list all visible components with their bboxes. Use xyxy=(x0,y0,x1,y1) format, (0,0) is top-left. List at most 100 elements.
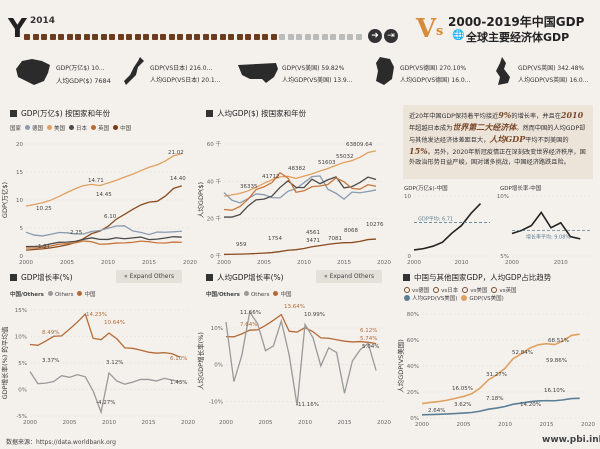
slider-step[interactable] xyxy=(219,34,226,40)
year-slider[interactable] xyxy=(24,32,364,42)
avg-label: 增长率平均: 9.08% xyxy=(526,234,570,241)
legend-item[interactable]: Others xyxy=(240,291,269,298)
slider-step[interactable] xyxy=(279,34,285,40)
country-card-china[interactable]: GDP(万亿$) 10... 人均GDP($) 7684 xyxy=(12,55,122,89)
series-line-2 xyxy=(223,176,377,218)
data-label: 11.66% xyxy=(240,310,261,316)
slider-step[interactable] xyxy=(143,34,149,40)
ratio-legend-item[interactable]: GDP(VS美国) xyxy=(457,295,504,302)
ratio-legend-item[interactable]: vs美国 xyxy=(458,287,487,294)
slider-step[interactable] xyxy=(194,34,200,40)
slider-step[interactable] xyxy=(109,34,115,40)
slider-step[interactable] xyxy=(168,34,175,40)
data-label: 1754 xyxy=(268,236,282,242)
slider-step[interactable] xyxy=(41,34,47,40)
legend-item[interactable]: 日本 xyxy=(65,125,87,132)
country-card-japan[interactable]: GDP(VS日本) 216.0... 人均GDP(VS日本) 20.1... xyxy=(122,55,232,89)
data-label: 7.18% xyxy=(486,396,503,402)
slider-step[interactable] xyxy=(287,34,294,40)
ratio-legend-item[interactable]: vs英国 xyxy=(487,287,517,294)
slider-step[interactable] xyxy=(236,34,243,40)
y-tick-label: 0 千 xyxy=(210,252,221,260)
x-tick-label: 2000 xyxy=(415,422,429,428)
slider-step[interactable] xyxy=(185,34,192,40)
y-tick-label: 80% xyxy=(407,312,419,318)
country-card-usa[interactable]: GDP(VS美国) 59.82% 人均GDP(VS美国) 13.9... xyxy=(236,55,366,89)
legend-item[interactable]: 中国 xyxy=(109,125,131,132)
ratio-legend-item[interactable]: 人均GPD(VS美国) xyxy=(400,295,457,302)
slider-step[interactable] xyxy=(134,34,141,40)
slider-step[interactable] xyxy=(321,34,328,40)
avg-label: GDP平均: 6.71 xyxy=(418,215,453,222)
data-label: 6.12% xyxy=(360,328,377,334)
pc-panel-title: 人均GDP($) 按国家和年份 xyxy=(206,108,306,119)
slider-step[interactable] xyxy=(126,34,132,40)
y-tick-label: 0% xyxy=(410,416,419,422)
slider-step[interactable] xyxy=(58,34,64,40)
slider-step[interactable] xyxy=(355,34,362,40)
slider-step[interactable] xyxy=(160,34,166,40)
slider-step[interactable] xyxy=(24,34,30,40)
x-tick-label: 2010 xyxy=(101,260,115,266)
play-arrows-icon[interactable]: ➜ xyxy=(368,29,382,43)
data-label: 51603 xyxy=(318,160,336,166)
y-axis-label: 人均GDP($) xyxy=(196,182,205,218)
x-tick-label: 2015 xyxy=(142,420,156,426)
data-source[interactable]: 数据来源：https://data.worldbank.org xyxy=(6,439,116,446)
series-line-1 xyxy=(29,371,181,415)
legend-item[interactable]: 中国 xyxy=(269,291,291,298)
slider-step[interactable] xyxy=(75,34,81,40)
expand-others-button-2[interactable]: « Expand Others xyxy=(316,270,383,283)
usa-map-icon xyxy=(238,63,278,83)
y-tick-label: -5% xyxy=(16,414,27,420)
series-line-2 xyxy=(25,225,182,237)
data-label: 10.25 xyxy=(36,206,52,212)
data-label: 63809.64 xyxy=(346,142,373,148)
legend-item[interactable]: 英国 xyxy=(87,125,109,132)
data-label: 3.12% xyxy=(106,360,123,366)
brand-link[interactable]: www.pbi.ink xyxy=(542,435,600,445)
ratio-legend-item[interactable]: vs日本 xyxy=(429,287,458,294)
slider-step[interactable] xyxy=(338,34,345,40)
slider-step[interactable] xyxy=(92,34,98,40)
slider-step[interactable] xyxy=(270,34,277,40)
slider-step[interactable] xyxy=(177,34,183,40)
ratio-panel-title: 中国与其他国家GDP，人均GDP占比趋势 xyxy=(403,272,551,283)
data-label: 55032 xyxy=(336,154,354,160)
slider-step[interactable] xyxy=(262,34,268,40)
slider-step[interactable] xyxy=(117,34,124,40)
ratio-legend-item[interactable]: vs德国 xyxy=(400,287,429,294)
china-map-icon xyxy=(16,59,50,85)
slider-step[interactable] xyxy=(66,34,73,40)
germany-pc: 人均GDP(VS德国) 16.0... xyxy=(400,77,471,84)
data-label: 68.51% xyxy=(548,338,569,344)
legend-item[interactable]: 美国 xyxy=(43,125,65,132)
x-tick-label: 2020 xyxy=(377,260,391,266)
slider-step[interactable] xyxy=(304,34,311,40)
y-tick-label: 40 千 xyxy=(207,177,222,185)
slider-step[interactable] xyxy=(253,34,260,40)
slider-step[interactable] xyxy=(83,34,90,40)
slider-step[interactable] xyxy=(228,34,234,40)
slider-step[interactable] xyxy=(32,34,39,40)
legend-item[interactable]: 德国 xyxy=(21,125,43,132)
slider-step[interactable] xyxy=(202,34,209,40)
data-label: -4.27% xyxy=(96,400,115,406)
slider-step[interactable] xyxy=(49,34,56,40)
expand-others-button[interactable]: « Expand Others xyxy=(116,270,183,283)
slider-step[interactable] xyxy=(330,34,336,40)
slider-step[interactable] xyxy=(296,34,302,40)
slider-step[interactable] xyxy=(151,34,158,40)
country-card-uk[interactable]: GDP(VS英国) 342.48% 人均GDP(VS英国) 16.0... xyxy=(490,55,596,89)
slider-step[interactable] xyxy=(347,34,353,40)
next-icon[interactable]: ⇥ xyxy=(384,29,398,43)
legend-item[interactable]: Others xyxy=(44,291,73,298)
legend-item[interactable]: 中国 xyxy=(73,291,95,298)
slider-step[interactable] xyxy=(313,34,319,40)
slider-step[interactable] xyxy=(245,34,251,40)
slider-step[interactable] xyxy=(100,34,107,40)
growth-line-chart: -5% 0% 5% 10% 15% 2000 2005 2010 2015 2020 GDP增长率(… xyxy=(0,308,195,426)
y-tick-label: 10% xyxy=(15,335,27,341)
country-card-germany[interactable]: GDP(VS德国) 270.10% 人均GDP(VS德国) 16.0... xyxy=(372,55,482,89)
slider-step[interactable] xyxy=(211,34,217,40)
